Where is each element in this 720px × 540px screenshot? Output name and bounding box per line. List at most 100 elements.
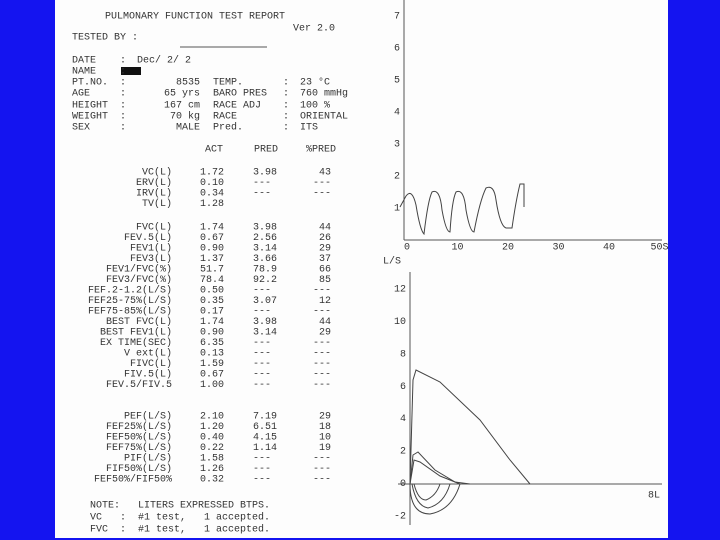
row-label: FEV3/FVC(%) — [106, 274, 172, 286]
note-label: FVC : — [90, 525, 126, 536]
pct-pred-value: 18 — [319, 422, 331, 433]
row-label: FEF25-75%(L/S) — [88, 295, 172, 307]
act-value: 0.34 — [200, 189, 224, 200]
fv-y-tick-label: 8 — [400, 349, 406, 360]
pct-pred-value: 26 — [319, 233, 331, 244]
spirogram-curve — [399, 183, 525, 236]
spiro-y-tick-label: 3 — [394, 140, 400, 151]
pred-value: --- — [253, 349, 271, 360]
row-label: FIVC(L) — [130, 358, 172, 370]
act-value: 1.26 — [200, 464, 224, 475]
pct-pred-value: --- — [313, 338, 331, 349]
pred-value: --- — [253, 475, 271, 486]
pred-value: 6.51 — [253, 422, 277, 433]
note-label: VC : — [90, 513, 126, 524]
pct-pred-value: 43 — [319, 168, 331, 179]
info-value: 23 °C — [300, 77, 330, 89]
column-header: PRED — [254, 145, 278, 156]
pct-pred-value: 29 — [319, 412, 331, 423]
fv-y-unit: L/S — [383, 256, 401, 268]
row-label: FEF.2-1.2(L/S) — [88, 285, 172, 297]
pct-pred-value: --- — [313, 307, 331, 318]
pct-pred-value: 44 — [319, 223, 331, 234]
pred-value: 3.66 — [253, 254, 277, 265]
row-label: BEST FEV1(L) — [100, 327, 172, 339]
pred-value: 4.15 — [253, 433, 277, 444]
info-label: Pred. — [213, 122, 243, 134]
pred-value: 2.56 — [253, 233, 277, 244]
row-label: FEV1/FVC(%) — [106, 264, 172, 276]
act-value: 1.59 — [200, 359, 224, 370]
info-value: Dec/ 2/ 2 — [137, 55, 191, 67]
separator: : — [120, 56, 126, 67]
info-label: RACE — [213, 112, 237, 123]
row-label: ERV(L) — [136, 177, 172, 189]
pct-pred-value: --- — [313, 189, 331, 200]
act-value: 78.4 — [200, 275, 224, 286]
pct-pred-value: --- — [313, 349, 331, 360]
act-value: 1.58 — [200, 454, 224, 465]
pct-pred-value: 66 — [319, 265, 331, 276]
spiro-y-tick-label: 2 — [394, 172, 400, 183]
pred-value: 3.98 — [253, 317, 277, 328]
pred-value: 7.19 — [253, 412, 277, 423]
spiro-x-tick-label: 10 — [451, 243, 463, 254]
row-label: BEST FVC(L) — [106, 316, 172, 328]
act-value: 0.67 — [200, 233, 224, 244]
act-value: 0.90 — [200, 244, 224, 255]
info-label: SEX — [72, 123, 90, 134]
row-label: FVC(L) — [136, 222, 172, 234]
act-value: 0.17 — [200, 307, 224, 318]
act-value: 1.20 — [200, 422, 224, 433]
row-label: FEF25%(L/S) — [106, 421, 172, 433]
act-value: 0.90 — [200, 328, 224, 339]
pct-pred-value: --- — [313, 380, 331, 391]
spiro-x-tick-label: 0 — [404, 243, 410, 254]
fv-inspiratory — [409, 483, 461, 515]
separator: : — [283, 101, 289, 112]
pct-pred-value: 10 — [319, 433, 331, 444]
note-text: #1 test, 1 accepted. — [138, 512, 270, 524]
info-label: DATE — [72, 56, 96, 67]
separator: : — [120, 67, 126, 78]
info-value: ITS — [300, 123, 318, 134]
separator: : — [120, 101, 126, 112]
fv-inspiratory — [411, 483, 451, 509]
info-value: ORIENTAL — [300, 112, 348, 123]
row-label: FIF50%(L/S) — [106, 463, 172, 475]
pct-pred-value: 12 — [319, 296, 331, 307]
row-label: FEF50%/FIF50% — [94, 474, 172, 486]
separator: : — [120, 112, 126, 123]
act-value: 0.22 — [200, 443, 224, 454]
spiro-x-tick-label: 20 — [502, 243, 514, 254]
pred-value: 3.14 — [253, 328, 277, 339]
act-value: 2.10 — [200, 412, 224, 423]
act-value: 0.10 — [200, 178, 224, 189]
pred-value: --- — [253, 178, 271, 189]
pct-pred-value: 37 — [319, 254, 331, 265]
spiro-y-tick-label: 5 — [394, 76, 400, 87]
row-label: VC(L) — [142, 167, 172, 179]
spiro-x-tick-label: 50S — [650, 243, 668, 254]
info-label: PT.NO. — [72, 78, 108, 89]
separator: : — [120, 78, 126, 89]
info-value: 70 kg — [170, 111, 200, 123]
info-label: BARO PRES — [213, 89, 267, 100]
row-label: FIV.5(L) — [124, 369, 172, 381]
row-label: FEF75-85%(L/S) — [88, 306, 172, 318]
pct-pred-value: 19 — [319, 443, 331, 454]
pct-pred-value: --- — [313, 475, 331, 486]
pct-pred-value: --- — [313, 454, 331, 465]
pred-value: 3.14 — [253, 244, 277, 255]
row-label: FEF50%(L/S) — [106, 432, 172, 444]
act-value: 0.40 — [200, 433, 224, 444]
pred-value: --- — [253, 380, 271, 391]
pct-pred-value: --- — [313, 359, 331, 370]
version: Ver 2.0 — [293, 24, 335, 35]
spiro-y-tick-label: 6 — [394, 44, 400, 55]
fv-y-tick-label: 2 — [400, 447, 406, 458]
row-label: FEF75%(L/S) — [106, 442, 172, 454]
pct-pred-value: --- — [313, 178, 331, 189]
act-value: 1.00 — [200, 380, 224, 391]
pred-value: --- — [253, 454, 271, 465]
